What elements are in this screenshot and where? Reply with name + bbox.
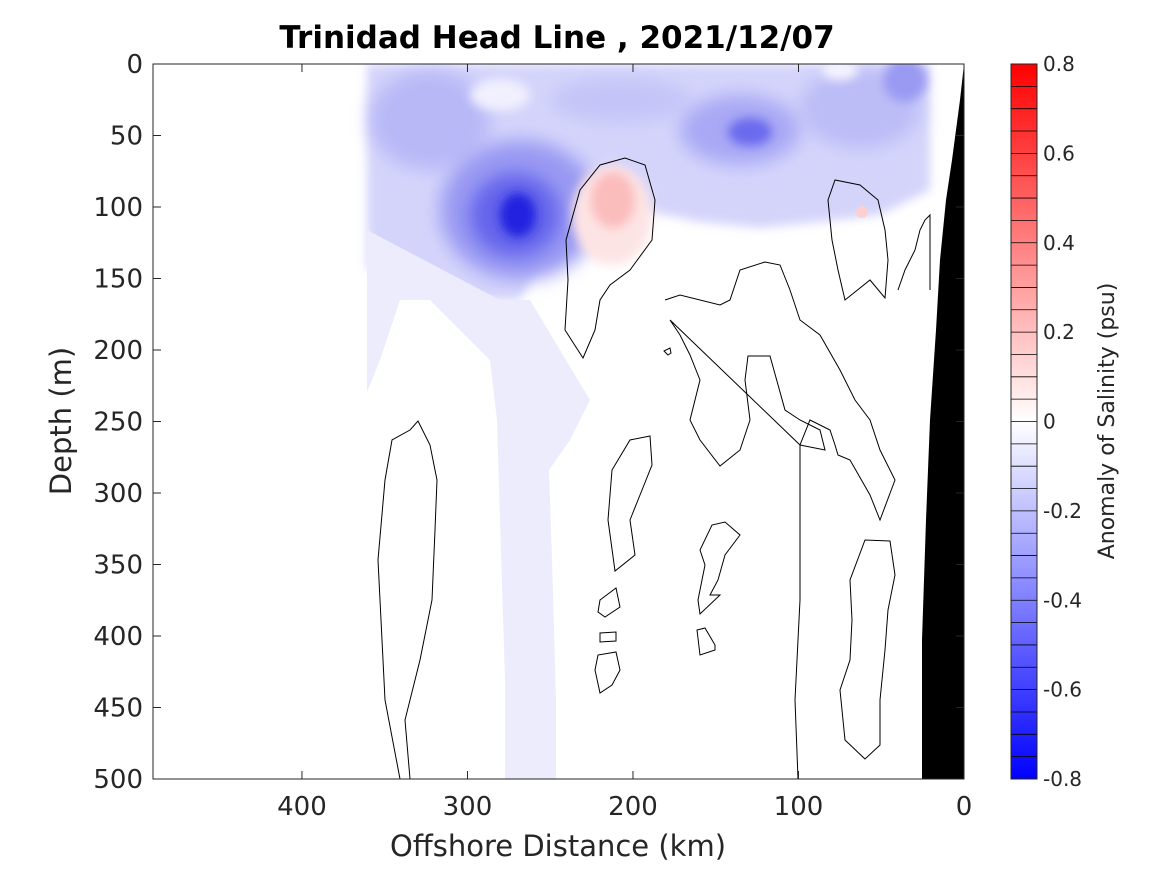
colorbar-tick-label: -0.4 — [1043, 588, 1082, 612]
y-tick-label: 250 — [93, 408, 143, 438]
plot-area — [153, 64, 964, 779]
colorbar-ticks: 0.8 0.6 0.4 0.2 0 -0.2 -0.4 -0.6 -0.8 — [1043, 52, 1082, 791]
colorbar-tick-label: 0.8 — [1043, 52, 1075, 76]
colorbar-tick-label: 0.2 — [1043, 320, 1075, 344]
zero-contours — [377, 157, 931, 779]
x-tick-label: 200 — [608, 792, 658, 822]
x-tick-label: 300 — [443, 792, 493, 822]
y-tick-label: 0 — [126, 50, 143, 80]
x-axis-label: Offshore Distance (km) — [390, 829, 726, 863]
y-tick-label: 350 — [93, 551, 143, 581]
colorbar-frame — [1010, 63, 1038, 780]
x-tick-label: 100 — [774, 792, 824, 822]
x-tick-label: 0 — [956, 792, 973, 822]
y-tick-label: 450 — [93, 694, 143, 724]
colorbar-tick-label: 0.6 — [1043, 141, 1075, 165]
colorbar-tick-label: -0.2 — [1043, 499, 1082, 523]
colorbar-tick-label: 0.4 — [1043, 231, 1075, 255]
colorbar-tick-label: 0 — [1043, 410, 1056, 434]
fresh-anomaly-band — [367, 64, 930, 779]
colorbar: 0.8 0.6 0.4 0.2 0 -0.2 -0.4 -0.6 -0.8 Anomaly of… — [1010, 52, 1120, 791]
y-tick-label: 150 — [93, 265, 143, 295]
y-tick-label: 100 — [93, 193, 143, 223]
y-axis-label: Depth (m) — [44, 347, 78, 495]
bathymetry — [922, 64, 964, 779]
y-tick-label: 50 — [110, 122, 143, 152]
x-tick-label: 400 — [277, 792, 327, 822]
x-axis-ticks: 400 300 200 100 0 — [277, 64, 972, 822]
y-tick-label: 200 — [93, 336, 143, 366]
colorbar-tick-label: -0.6 — [1043, 678, 1082, 702]
y-axis-ticks: 0 50 100 150 200 250 300 350 400 450 500 — [93, 50, 964, 795]
y-tick-label: 300 — [93, 479, 143, 509]
y-tick-label: 400 — [93, 622, 143, 652]
colorbar-label: Anomaly of Salinity (psu) — [1095, 283, 1120, 560]
y-tick-label: 500 — [93, 765, 143, 795]
chart-title: Trinidad Head Line , 2021/12/07 — [279, 20, 834, 56]
colorbar-tick-label: -0.8 — [1043, 767, 1082, 791]
salty-anomaly — [572, 165, 868, 265]
